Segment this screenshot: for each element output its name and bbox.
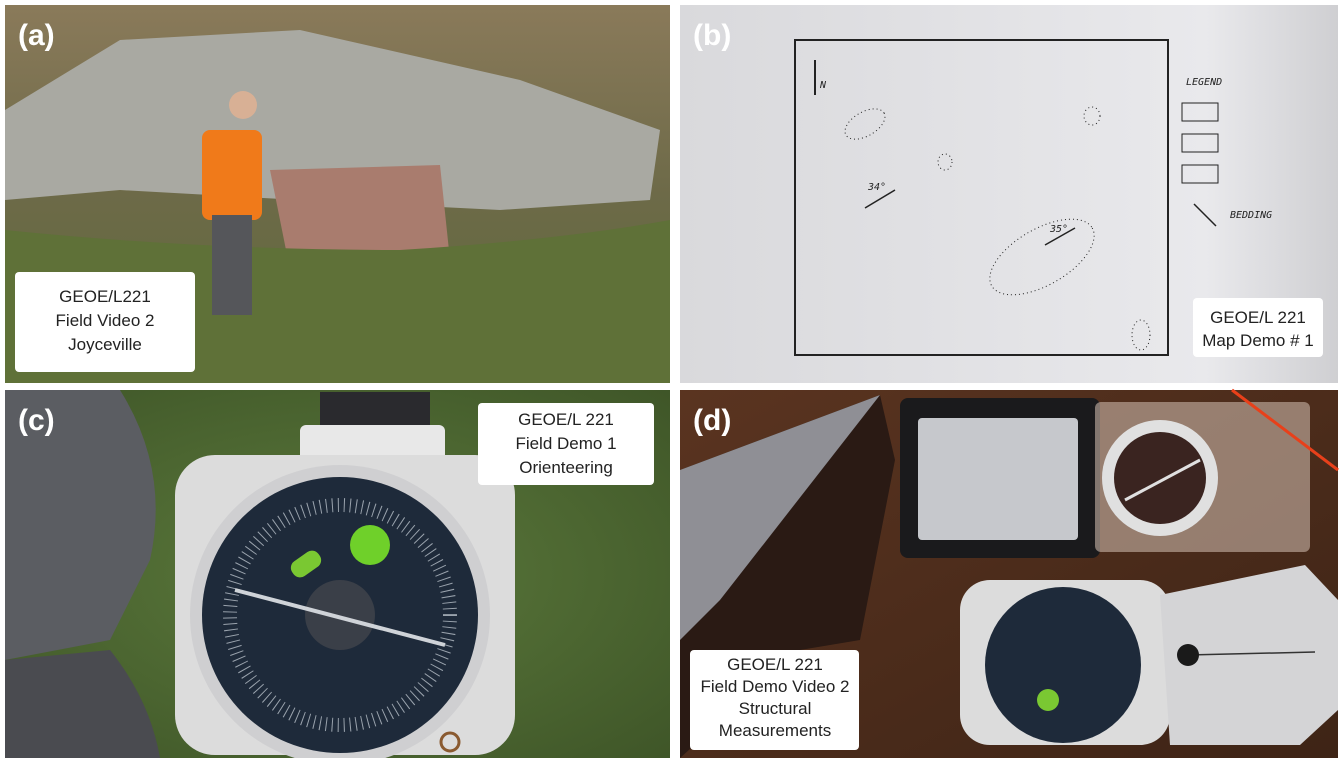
tube-level	[290, 550, 322, 578]
caption: Orienteering	[519, 458, 613, 477]
person-legs	[212, 215, 252, 315]
caption-box	[690, 650, 859, 750]
map-frame	[794, 39, 1169, 356]
dip-label: 35°	[1049, 224, 1068, 235]
panel-label: (d)	[693, 404, 731, 437]
caption: Field Video 2	[56, 311, 155, 330]
caption: Joyceville	[68, 335, 142, 354]
caption-box	[15, 272, 195, 372]
outcrop	[1131, 319, 1151, 351]
screw	[439, 731, 461, 753]
panel-c: GEOE/L 221 Field Demo 1 Orienteering (c)	[5, 390, 670, 758]
panel-label: (a)	[18, 19, 55, 52]
legend-bedding-symbol	[1193, 203, 1217, 227]
dip-label: 34°	[867, 182, 886, 193]
compass-graduations	[223, 498, 457, 732]
caption-box	[478, 403, 654, 485]
panel-d: GEOE/L 221 Field Demo Video 2 Structural…	[680, 388, 1339, 758]
safety-vest	[202, 130, 262, 220]
brunton-lid	[1160, 565, 1338, 745]
bubble-level	[350, 525, 390, 565]
sight-pin	[1177, 644, 1199, 666]
legend-box	[1181, 164, 1219, 184]
compass-pivot	[305, 580, 375, 650]
leg	[5, 390, 156, 660]
outcrop	[844, 108, 886, 140]
mirror	[918, 418, 1078, 540]
caption: GEOE/L221	[59, 287, 151, 306]
caption: GEOE/L 221	[727, 655, 823, 674]
compass-capsule	[1114, 432, 1206, 524]
legend-title: LEGEND	[1186, 77, 1222, 88]
caption: Field Demo 1	[515, 434, 616, 453]
caption: Map Demo # 1	[1202, 331, 1314, 350]
brunton-dial	[985, 587, 1141, 743]
legend-box	[1181, 133, 1219, 153]
panel-a: GEOE/L221 Field Video 2 Joyceville (a)	[5, 5, 670, 383]
caption-box	[1193, 298, 1323, 357]
north-label: N	[819, 80, 827, 91]
compass-needle	[1124, 458, 1201, 502]
panel-label: (c)	[18, 404, 55, 437]
sight-line	[1187, 651, 1316, 656]
rock-face	[680, 395, 880, 640]
caption: GEOE/L 221	[518, 410, 614, 429]
panel-b: N 34° 35° LEGEND BEDDING GEOE/L 221 Map …	[680, 5, 1338, 383]
pink-rock	[270, 165, 450, 270]
outcrop	[989, 218, 1095, 296]
caption: Field Demo Video 2	[701, 677, 850, 696]
rock-outcrop	[5, 30, 660, 210]
person-head	[229, 91, 257, 119]
bedding-symbol	[864, 189, 896, 209]
bedding-symbol	[1044, 227, 1076, 246]
caption: GEOE/L 221	[1210, 308, 1306, 327]
legend-box	[1181, 102, 1219, 122]
leg	[5, 650, 160, 758]
caption: Measurements	[719, 721, 831, 740]
bubble-level	[1037, 689, 1059, 711]
outcrop	[937, 153, 953, 171]
outcrop	[1083, 106, 1101, 126]
compass-needle	[234, 588, 446, 647]
legend-bedding: BEDDING	[1230, 210, 1272, 221]
lanyard	[1231, 388, 1339, 472]
panel-label: (b)	[693, 19, 731, 52]
caption: Structural	[739, 699, 812, 718]
